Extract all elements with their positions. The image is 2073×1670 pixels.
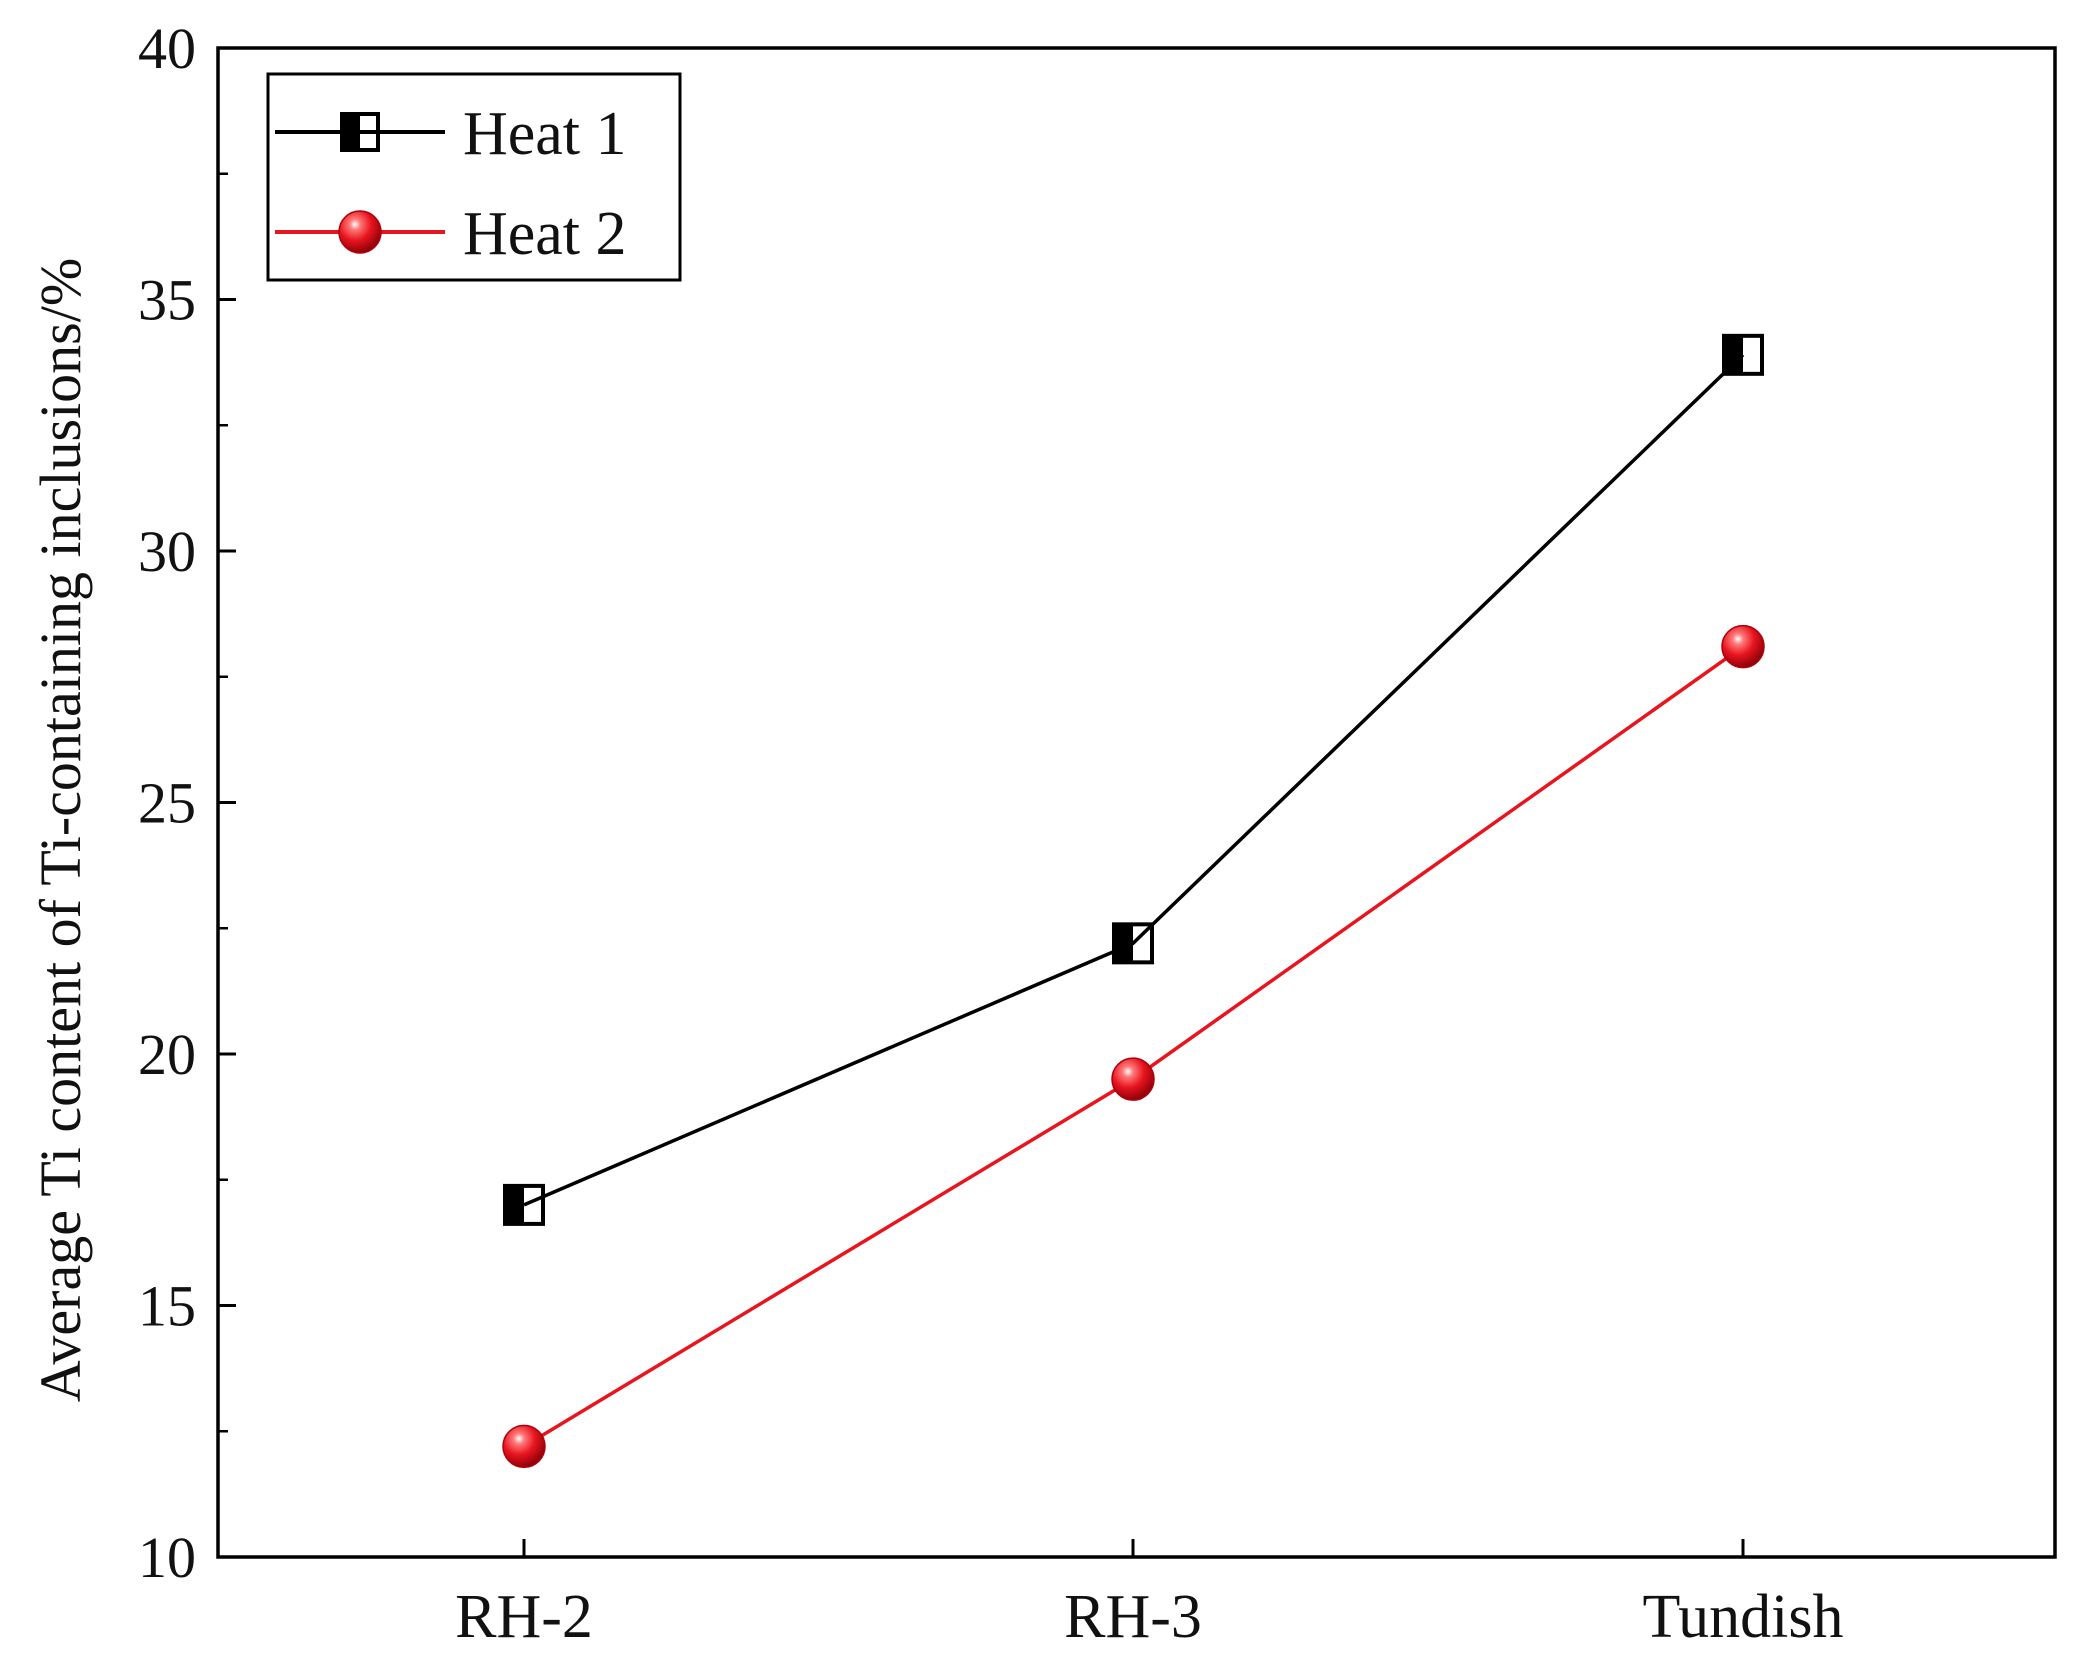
marker-fill-half — [505, 1185, 524, 1224]
marker-outline — [1722, 333, 1764, 376]
y-tick-label: 25 — [138, 771, 196, 836]
y-tick-label: 10 — [138, 1525, 196, 1590]
data-point-heat-1 — [1112, 922, 1154, 965]
marker-fill-half — [342, 114, 360, 150]
data-point-heat-2 — [502, 1424, 546, 1469]
data-point-heat-1 — [1722, 333, 1764, 376]
y-tick-label: 30 — [138, 519, 196, 584]
series-line-2 — [523, 645, 1745, 1448]
y-tick-label: 15 — [138, 1274, 196, 1339]
y-axis-label: Average Ti content of Ti-containing incl… — [28, 258, 93, 1402]
x-tick-label: RH-2 — [455, 1583, 593, 1651]
legend-marker-heat-2 — [338, 210, 382, 254]
marker-outline — [503, 1183, 545, 1226]
y-tick-label: 40 — [138, 16, 196, 81]
x-tick-label: Tundish — [1642, 1583, 1843, 1651]
legend-label-heat-2: Heat 2 — [463, 200, 627, 268]
y-tick-label: 20 — [138, 1022, 196, 1087]
legend: Heat 1 Heat 2 — [266, 72, 682, 282]
x-tick-label: RH-3 — [1064, 1583, 1202, 1651]
data-point-heat-1 — [503, 1183, 545, 1226]
marker-outline — [1112, 922, 1154, 965]
legend-label-heat-1: Heat 1 — [463, 100, 627, 168]
data-point-heat-2 — [1111, 1057, 1155, 1101]
legend-marker-heat-1 — [340, 112, 380, 152]
marker-fill-half — [1724, 335, 1743, 374]
marker-fill-half — [1114, 924, 1133, 963]
y-tick-label: 35 — [138, 268, 196, 333]
legend-box — [266, 72, 682, 282]
data-point-heat-2 — [1721, 624, 1765, 669]
marker-outline — [340, 112, 380, 152]
